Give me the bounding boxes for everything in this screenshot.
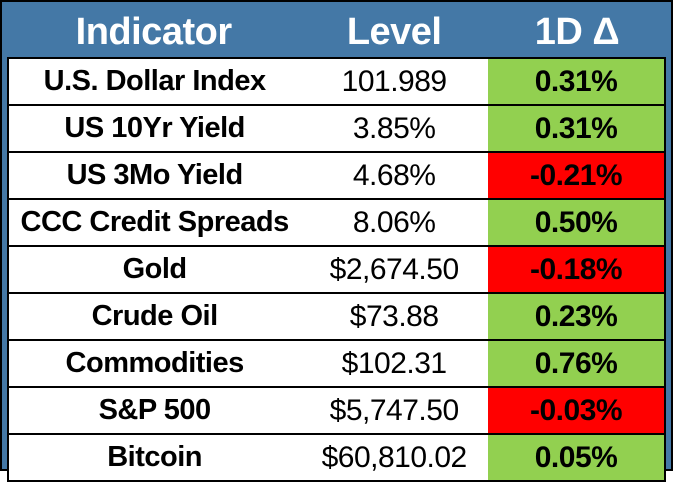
indicator-name-cell: Bitcoin	[7, 435, 301, 482]
level-value-cell: 3.85%	[300, 106, 489, 153]
table-row: S&P 500 $5,747.50 -0.03%	[7, 388, 666, 435]
indicator-name-cell: S&P 500	[7, 388, 301, 435]
delta-value-cell: 0.31%	[488, 106, 666, 153]
level-value-cell: 8.06%	[300, 200, 489, 247]
table-row: Commodities $102.31 0.76%	[7, 341, 666, 388]
market-indicators-table: Indicator Level 1D Δ U.S. Dollar Index 1…	[7, 7, 666, 482]
level-value-cell: $2,674.50	[300, 247, 489, 294]
table-row: US 3Mo Yield 4.68% -0.21%	[7, 153, 666, 200]
indicator-name-cell: US 3Mo Yield	[7, 153, 301, 200]
indicator-name-cell: Gold	[7, 247, 301, 294]
level-value-cell: $5,747.50	[300, 388, 489, 435]
table-row: CCC Credit Spreads 8.06% 0.50%	[7, 200, 666, 247]
table-row: Crude Oil $73.88 0.23%	[7, 294, 666, 341]
column-header-level: Level	[300, 7, 489, 59]
column-header-1d-delta: 1D Δ	[488, 7, 666, 59]
level-value-cell: $73.88	[300, 294, 489, 341]
table-row: U.S. Dollar Index 101.989 0.31%	[7, 59, 666, 106]
level-value-cell: $60,810.02	[300, 435, 489, 482]
table-row: US 10Yr Yield 3.85% 0.31%	[7, 106, 666, 153]
header-row: Indicator Level 1D Δ	[7, 7, 666, 59]
delta-value-cell: 0.31%	[488, 59, 666, 106]
indicator-name-cell: US 10Yr Yield	[7, 106, 301, 153]
column-header-indicator: Indicator	[7, 7, 301, 59]
delta-value-cell: 0.76%	[488, 341, 666, 388]
level-value-cell: 4.68%	[300, 153, 489, 200]
table-row: Gold $2,674.50 -0.18%	[7, 247, 666, 294]
indicator-name-cell: CCC Credit Spreads	[7, 200, 301, 247]
level-value-cell: 101.989	[300, 59, 489, 106]
indicator-name-cell: Commodities	[7, 341, 301, 388]
table-row: Bitcoin $60,810.02 0.05%	[7, 435, 666, 482]
indicator-name-cell: U.S. Dollar Index	[7, 59, 301, 106]
delta-value-cell: 0.05%	[488, 435, 666, 482]
level-value-cell: $102.31	[300, 341, 489, 388]
delta-value-cell: 0.23%	[488, 294, 666, 341]
indicator-name-cell: Crude Oil	[7, 294, 301, 341]
delta-value-cell: -0.18%	[488, 247, 666, 294]
delta-value-cell: -0.03%	[488, 388, 666, 435]
delta-value-cell: 0.50%	[488, 200, 666, 247]
delta-value-cell: -0.21%	[488, 153, 666, 200]
